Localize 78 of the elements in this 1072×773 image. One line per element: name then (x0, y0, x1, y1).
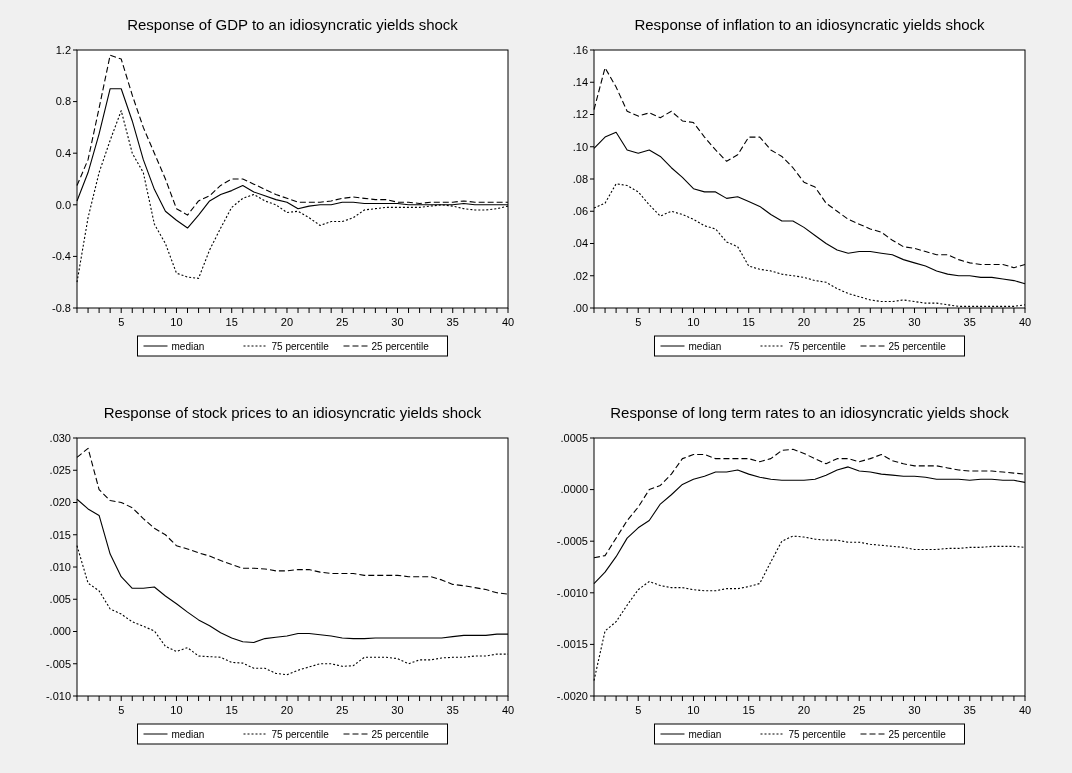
x-tick-label: 10 (170, 316, 183, 328)
y-tick-label: .14 (572, 76, 588, 89)
legend-label: 75 percentile (788, 340, 847, 352)
x-tick-label: 5 (635, 704, 642, 716)
x-tick-label: 15 (742, 316, 755, 328)
y-tick-label: 0.4 (55, 147, 71, 160)
chart-title: Response of long term rates to an idiosyncratic yields shock (610, 404, 1010, 421)
x-tick-label: 35 (963, 316, 976, 328)
legend-label: 25 percentile (888, 728, 947, 740)
x-tick-label: 20 (797, 704, 811, 716)
y-tick-label: .000 (49, 625, 71, 638)
x-tick-label: 10 (687, 316, 700, 328)
x-tick-label: 15 (742, 704, 755, 716)
y-tick-label: .06 (572, 205, 588, 218)
x-tick-label: 35 (446, 316, 459, 328)
y-tick-label: -0.4 (52, 250, 71, 263)
x-tick-label: 15 (225, 704, 238, 716)
x-tick-label: 30 (908, 316, 921, 328)
y-tick-label: -.0010 (556, 586, 588, 599)
y-tick-label: .015 (49, 528, 71, 541)
chart-title: Response of stock prices to an idiosyncratic yields shock (103, 404, 482, 421)
x-tick-label: 20 (797, 316, 811, 328)
y-tick-label: 0.8 (55, 95, 71, 108)
y-tick-label: .16 (572, 43, 588, 56)
y-tick-label: -.0020 (556, 689, 588, 702)
x-tick-label: 5 (118, 316, 125, 328)
x-tick-label: 35 (446, 704, 459, 716)
x-tick-label: 25 (336, 316, 349, 328)
x-tick-label: 25 (853, 704, 866, 716)
y-tick-label: .12 (572, 108, 588, 121)
x-tick-label: 15 (225, 316, 238, 328)
legend-label: 25 percentile (371, 340, 430, 352)
legend-label: 75 percentile (271, 340, 330, 352)
y-tick-label: .10 (572, 140, 588, 153)
y-tick-label: -.0015 (556, 638, 588, 651)
y-tick-label: .010 (49, 560, 71, 573)
y-tick-label: .04 (572, 237, 588, 250)
y-tick-label: -.005 (45, 657, 71, 670)
y-tick-label: .025 (49, 464, 71, 477)
y-tick-label: -0.8 (52, 301, 71, 314)
y-tick-label: .0000 (560, 483, 588, 496)
x-tick-label: 40 (1018, 704, 1032, 716)
x-tick-label: 25 (853, 316, 866, 328)
legend-label: median (688, 340, 722, 352)
y-tick-label: .005 (49, 593, 71, 606)
y-tick-label: -.0005 (556, 535, 588, 548)
y-tick-label: .08 (572, 172, 588, 185)
x-tick-label: 40 (501, 704, 515, 716)
y-tick-label: .02 (572, 269, 588, 282)
x-tick-label: 35 (963, 704, 976, 716)
x-tick-label: 30 (391, 316, 404, 328)
legend-label: 75 percentile (271, 728, 330, 740)
x-tick-label: 30 (908, 704, 921, 716)
x-tick-label: 40 (1018, 316, 1032, 328)
y-tick-label: .030 (49, 431, 71, 444)
y-tick-label: -.010 (45, 689, 71, 702)
y-tick-label: .020 (49, 496, 71, 509)
legend-label: median (171, 340, 205, 352)
legend-label: 75 percentile (788, 728, 847, 740)
x-tick-label: 5 (635, 316, 642, 328)
y-tick-label: 0.0 (55, 198, 71, 211)
x-tick-label: 20 (280, 704, 294, 716)
chart-title: Response of GDP to an idiosyncratic yields shock (127, 16, 459, 33)
y-tick-label: .00 (572, 301, 588, 314)
x-tick-label: 25 (336, 704, 349, 716)
y-tick-label: 1.2 (55, 43, 71, 56)
legend-label: median (171, 728, 205, 740)
chart-title: Response of inflation to an idiosyncratic yields shock (634, 16, 986, 33)
x-tick-label: 20 (280, 316, 294, 328)
x-tick-label: 10 (170, 704, 183, 716)
x-tick-label: 10 (687, 704, 700, 716)
x-tick-label: 40 (501, 316, 515, 328)
legend-label: 25 percentile (888, 340, 947, 352)
legend-label: 25 percentile (371, 728, 430, 740)
x-tick-label: 5 (118, 704, 125, 716)
y-tick-label: .0005 (560, 431, 588, 444)
legend-label: median (688, 728, 722, 740)
x-tick-label: 30 (391, 704, 404, 716)
